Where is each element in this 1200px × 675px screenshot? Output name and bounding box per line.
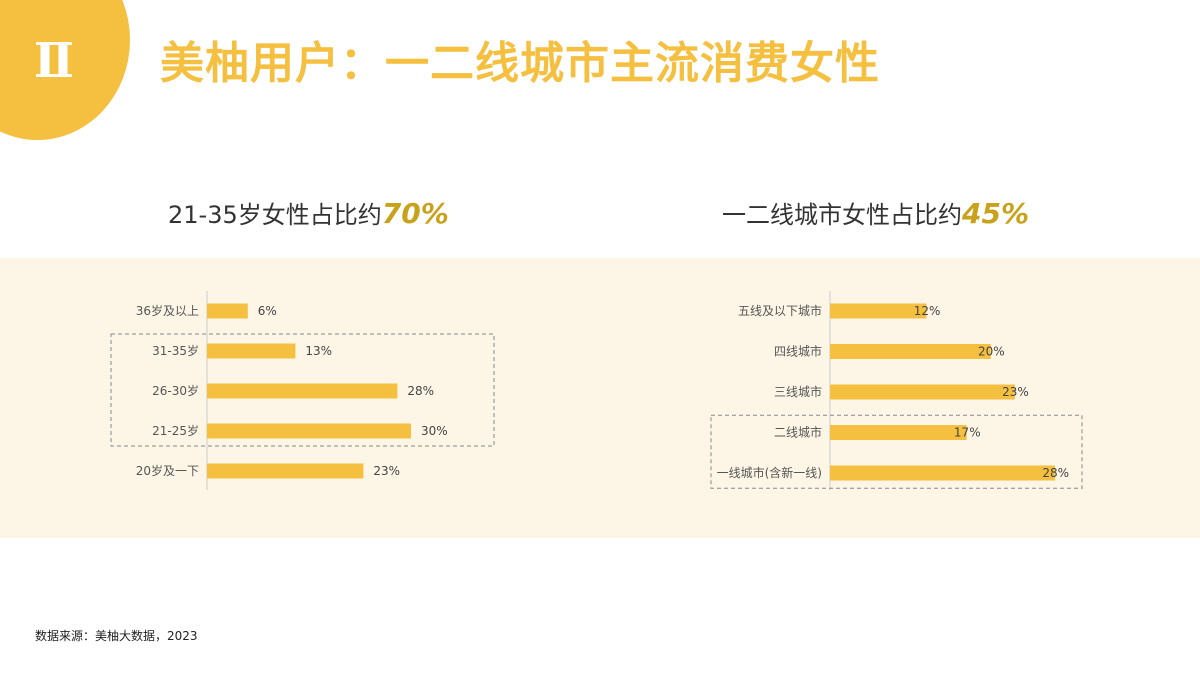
right-heading-highlight: 45% (962, 197, 1030, 230)
chart-1-category-label: 四线城市 (774, 344, 822, 359)
chart-1-category-label: 三线城市 (774, 384, 822, 399)
chart-0-bar (207, 423, 411, 439)
chart-1-bar (830, 425, 967, 440)
section-numeral: Ⅱ (33, 33, 75, 89)
left-heading-highlight: 70% (381, 197, 449, 230)
chart-1-value-label: 20% (978, 345, 1005, 359)
chart-0-bar (207, 463, 364, 479)
right-heading-text: 一二线城市女性占比约 (722, 201, 962, 229)
left-heading-text: 21-35岁女性占比约 (168, 201, 382, 229)
chart-1-value-label: 23% (1002, 385, 1029, 399)
chart-1-value-label: 17% (954, 426, 981, 440)
right-chart-heading: 一二线城市女性占比约45% (722, 196, 1029, 232)
chart-0-category-label: 36岁及以上 (136, 303, 199, 318)
chart-0-category-label: 20岁及一下 (136, 463, 199, 478)
chart-0-value-label: 13% (305, 344, 332, 358)
chart-0-value-label: 28% (407, 384, 434, 398)
chart-0-highlight-box (110, 333, 495, 447)
chart-0-value-label: 6% (258, 304, 277, 318)
chart-1-bar (830, 384, 1015, 400)
chart-0-value-label: 30% (421, 424, 448, 438)
age-distribution-chart: 36岁及以上 6% 31-35岁 13% 26-30岁 28% 21-25岁 30% 20岁及一… (110, 291, 495, 490)
chart-0-bar (207, 303, 248, 319)
chart-1-value-label: 28% (1042, 466, 1069, 480)
chart-1-bar (830, 344, 991, 359)
data-source-note: 数据来源：美柚大数据，2023 (35, 629, 198, 643)
page-title: 美柚用户：一二线城市主流消费女性 (160, 38, 880, 89)
chart-1-category-label: 五线及以下城市 (738, 303, 822, 318)
chart-1-value-label: 12% (914, 304, 941, 318)
chart-1-category-label: 一线城市(含新一线) (717, 465, 822, 480)
chart-0-category-label: 21-25岁 (152, 423, 199, 438)
chart-1-highlight-box (710, 414, 1083, 489)
chart-1-bar (830, 465, 1055, 481)
city-tier-distribution-chart: 五线及以下城市 12% 四线城市 20% 三线城市 23% 二线城市 17% 一线城市(含新一线… (710, 291, 1083, 490)
chart-0-value-label: 23% (373, 464, 400, 478)
chart-0-bar (207, 383, 398, 399)
chart-1-category-label: 二线城市 (774, 425, 822, 440)
chart-0-bar (207, 343, 296, 359)
chart-0-category-label: 31-35岁 (152, 343, 199, 358)
chart-0-category-label: 26-30岁 (152, 383, 199, 398)
left-chart-heading: 21-35岁女性占比约70% (168, 196, 449, 232)
chart-1-bar (830, 303, 927, 319)
